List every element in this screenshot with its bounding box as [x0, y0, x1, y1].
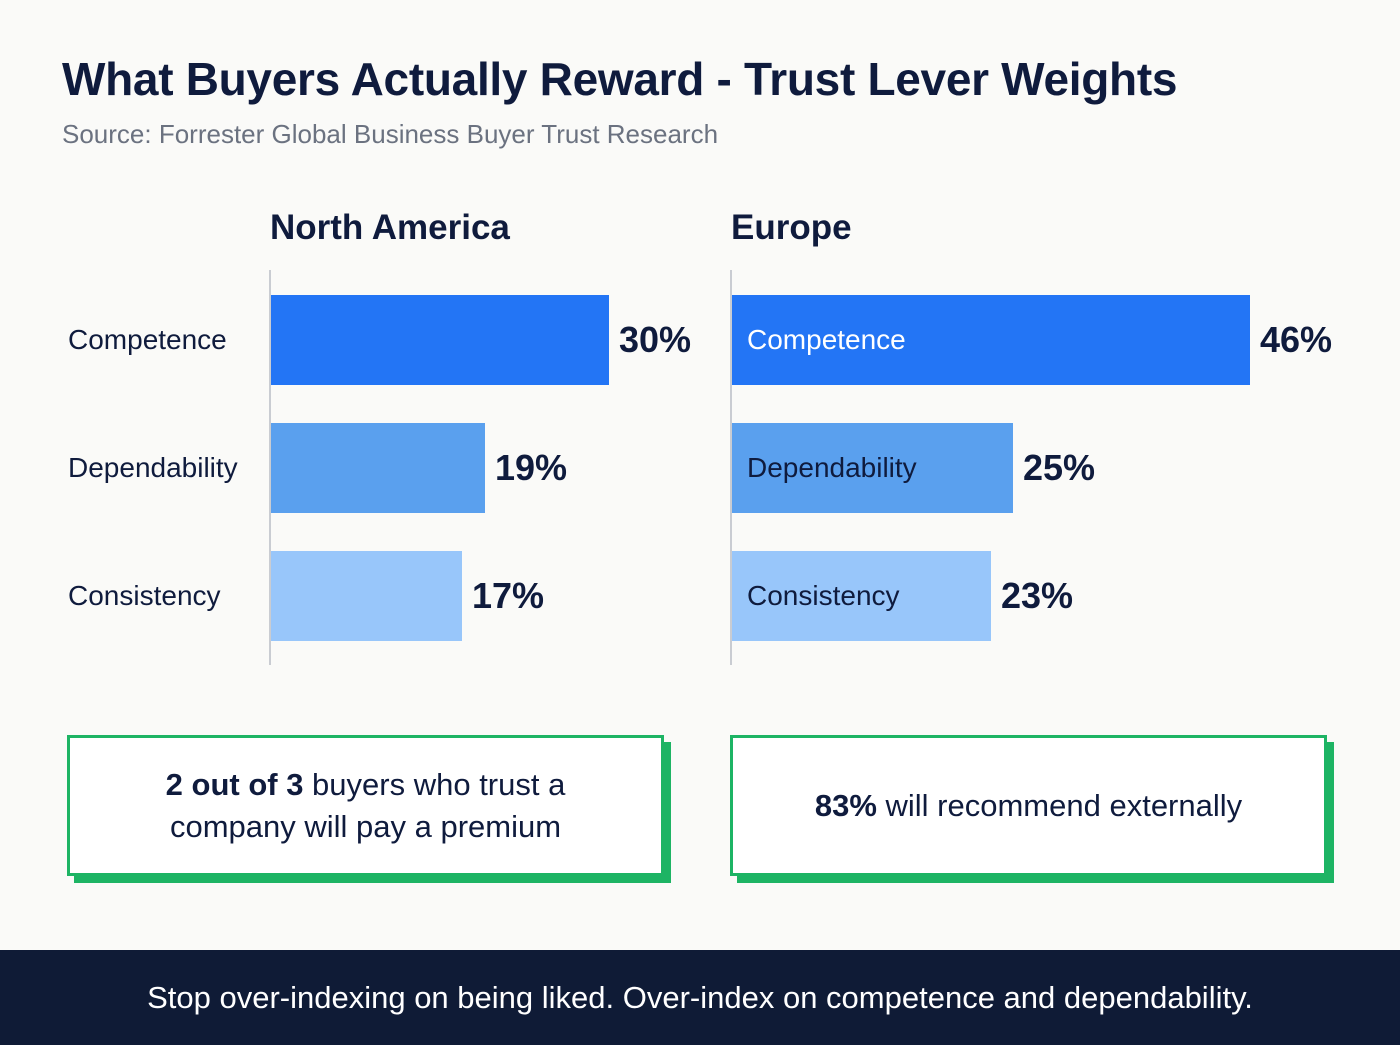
- chart-title-europe: Europe: [731, 208, 852, 247]
- callout-premium-highlight: 2 out of 3: [165, 766, 304, 802]
- value-label-north-america-competence: 30%: [619, 319, 692, 360]
- chart-title-north-america: North America: [270, 208, 510, 247]
- bar-north-america-consistency: [271, 551, 462, 641]
- value-label-europe-consistency: 23%: [1001, 575, 1074, 616]
- callout-recommend-text: 83% will recommend externally: [815, 785, 1242, 827]
- callout-premium-text: 2 out of 3 buyers who trust a company wi…: [110, 764, 621, 848]
- value-label-europe-competence: 46%: [1260, 319, 1333, 360]
- category-label-europe-consistency: Consistency: [747, 580, 900, 611]
- category-label-north-america-competence: Competence: [68, 324, 227, 355]
- bar-north-america-competence: [271, 295, 609, 385]
- callout-premium: 2 out of 3 buyers who trust a company wi…: [67, 735, 664, 876]
- callout-recommend-highlight: 83%: [814, 787, 877, 823]
- category-label-europe-dependability: Dependability: [747, 452, 917, 483]
- bar-europe-dependability: Dependability: [732, 423, 1013, 513]
- value-label-europe-dependability: 25%: [1023, 447, 1096, 488]
- page-subtitle: Source: Forrester Global Business Buyer …: [62, 119, 719, 149]
- value-label-north-america-consistency: 17%: [472, 575, 545, 616]
- bar-europe-competence: Competence: [732, 295, 1250, 385]
- callout-premium-body: buyers who trust a company will pay a pr…: [169, 766, 566, 844]
- page-title: What Buyers Actually Reward - Trust Leve…: [62, 53, 1178, 105]
- bar-europe-consistency: Consistency: [732, 551, 991, 641]
- category-label-europe-competence: Competence: [747, 324, 906, 355]
- axis-line-north-america: [269, 270, 271, 665]
- footer-banner: Stop over-indexing on being liked. Over-…: [0, 950, 1400, 1045]
- axis-line-europe: [730, 270, 732, 665]
- callout-recommend-body: will recommend externally: [876, 787, 1243, 823]
- value-label-north-america-dependability: 19%: [495, 447, 568, 488]
- bar-north-america-dependability: [271, 423, 485, 513]
- category-label-north-america-dependability: Dependability: [68, 452, 238, 483]
- footer-text: Stop over-indexing on being liked. Over-…: [147, 979, 1253, 1015]
- callout-recommend: 83% will recommend externally: [730, 735, 1327, 876]
- category-label-north-america-consistency: Consistency: [68, 580, 221, 611]
